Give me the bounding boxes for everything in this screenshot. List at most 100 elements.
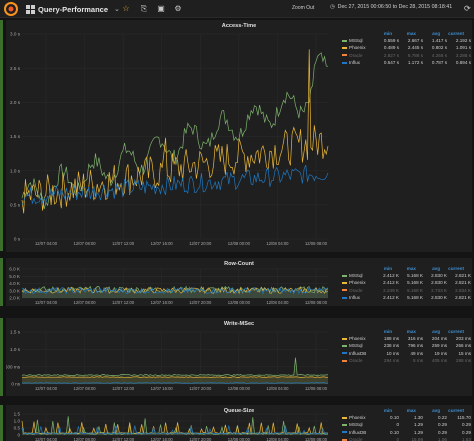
legend-header-cell[interactable]: current [448, 31, 464, 36]
legend-row[interactable]: Phoenix 2.412 K 5.168 K 2.830 K 2.821 K [342, 279, 471, 286]
legend-row[interactable]: MSSql 2.412 K 5.168 K 2.830 K 2.821 K [342, 272, 471, 279]
gear-icon[interactable]: ⚙ [174, 4, 182, 13]
grafana-logo-icon[interactable] [2, 1, 20, 17]
series-color-swatch[interactable] [342, 296, 347, 299]
series-name[interactable]: Oracle [349, 358, 363, 364]
legend-value: 2.821 K [455, 273, 471, 279]
legend-header-cell[interactable]: min [383, 329, 392, 334]
legend-value: 5.168 K [407, 273, 423, 279]
panel-row-count: Row-Count 6.0 K 5.0 K 4.0 K 3.0 K 2.0 K 12/07… [6, 258, 472, 306]
series-color-swatch[interactable] [342, 423, 347, 426]
legend-value: 2.412 K [383, 280, 399, 286]
series-name[interactable]: MSSql [349, 343, 363, 349]
series-name[interactable]: InfluxDB [349, 350, 367, 356]
series-color-swatch[interactable] [342, 352, 347, 355]
legend-header-cell[interactable]: max [406, 408, 416, 413]
series-color-swatch[interactable] [342, 61, 347, 64]
legend-header-cell[interactable]: avg [432, 266, 440, 271]
legend-header-cell[interactable]: min [383, 408, 392, 413]
refresh-icon[interactable]: ⟳ [464, 4, 471, 13]
save-icon[interactable]: ▣ [157, 4, 165, 13]
legend-header: min max avg current [342, 407, 471, 414]
series-name[interactable]: MSSql [349, 38, 363, 44]
legend-row[interactable]: MSSql 0 1.29 0.29 0.29 [342, 421, 471, 428]
legend-row[interactable]: Influx 2.412 K 5.168 K 2.830 K 2.821 K [342, 294, 471, 301]
series-color-swatch[interactable] [342, 344, 347, 347]
star-icon[interactable]: ☆ [122, 4, 130, 13]
row-collapse-handle[interactable] [0, 405, 3, 441]
x-tick-label: 12/08 08:00 [305, 300, 328, 305]
series-name[interactable]: Phoenix [349, 45, 366, 51]
legend-row[interactable]: MSSql 238 ms 796 ms 259 ms 266 ms [342, 342, 471, 349]
legend-header-cell[interactable]: max [406, 266, 416, 271]
series-name[interactable]: MSSql [349, 422, 363, 428]
legend-row[interactable]: Influx 0.547 s 1.172 s 0.787 s 0.894 s [342, 59, 471, 66]
legend-row[interactable]: Phoenix 0.10 1.30 0.22 115.70 [342, 414, 471, 421]
legend-header-cell[interactable]: min [383, 31, 392, 36]
legend-header-cell[interactable]: max [406, 31, 416, 36]
legend-header-cell[interactable]: current [448, 266, 464, 271]
legend-value: 2.445 s [407, 45, 423, 51]
legend-row[interactable]: Oracle 0 15.99 1.06 1.63 [342, 436, 471, 441]
x-tick-label: 12/07 16:00 [151, 241, 174, 246]
legend-header-cell[interactable]: avg [432, 408, 440, 413]
series-color-swatch[interactable] [342, 39, 347, 42]
legend-row[interactable]: Phoenix 0.489 s 2.445 s 0.802 s 1.091 s [342, 44, 471, 51]
series-name[interactable]: Influx [349, 295, 360, 301]
row-collapse-handle[interactable] [0, 318, 3, 396]
series-line [21, 382, 329, 384]
x-tick-label: 12/07 20:00 [189, 241, 212, 246]
y-tick-label: 1.0 [14, 419, 21, 424]
row-collapse-handle[interactable] [0, 20, 3, 251]
series-name[interactable]: Oracle [349, 287, 363, 293]
legend-header-cell[interactable]: current [448, 329, 464, 334]
legend-row[interactable]: InfluxDB 0.10 1.29 0.29 0.29 [342, 429, 471, 436]
x-tick-label: 12/07 08:00 [74, 437, 97, 441]
series-color-swatch[interactable] [342, 438, 347, 441]
series-name[interactable]: Phoenix [349, 280, 366, 286]
legend-value: 1.091 s [455, 45, 471, 51]
graph-write-msec[interactable]: 1.5 s 1.0 s 500 ms 0 ns 12/07 04:00 12/07 08:… [6, 318, 472, 396]
legend-value: 0.547 s [383, 60, 399, 66]
series-color-swatch[interactable] [342, 431, 347, 434]
series-color-swatch[interactable] [342, 416, 347, 419]
series-color-swatch[interactable] [342, 274, 347, 277]
series-color-swatch[interactable] [342, 337, 347, 340]
legend-row[interactable]: Phoenix 188 ms 316 ms 204 ms 203 ms [342, 335, 471, 342]
series-color-swatch[interactable] [342, 46, 347, 49]
graph-row-count[interactable]: 6.0 K 5.0 K 4.0 K 3.0 K 2.0 K 12/07 04:00 12/0… [6, 258, 472, 306]
series-color-swatch[interactable] [342, 359, 347, 362]
series-name[interactable]: Influx [349, 60, 360, 66]
series-name[interactable]: Oracle [349, 437, 363, 441]
time-picker[interactable]: ◷ Dec 27, 2015 00:06:50 to Dec 28, 2015 … [330, 4, 452, 10]
y-tick-label: 2.5 s [10, 66, 21, 71]
series-name[interactable]: InfluxDB [349, 429, 367, 435]
row-collapse-handle[interactable] [0, 258, 3, 306]
panel-title[interactable]: Access-Time [221, 23, 257, 29]
series-color-swatch[interactable] [342, 54, 347, 57]
dashboard-picker[interactable]: Query-Performance ⌄ [26, 3, 120, 15]
series-name[interactable]: Oracle [349, 52, 363, 58]
series-color-swatch[interactable] [342, 289, 347, 292]
panel-title[interactable]: Queue-Size [223, 408, 255, 414]
graph-access-time[interactable]: 3.0 s 2.5 s 2.0 s 1.5 s 1.0 s 0.5 s 0 s 12/07 0… [6, 20, 472, 252]
series-name[interactable]: MSSql [349, 273, 363, 279]
series-name[interactable]: Phoenix [349, 336, 366, 342]
series-color-swatch[interactable] [342, 281, 347, 284]
legend-row[interactable]: MSSql 0.559 s 2.667 s 1.417 s 2.192 s [342, 37, 471, 44]
legend-row[interactable]: Oracle 2.249 K 5.168 K 2.733 K 2.834 K [342, 287, 471, 294]
zoom-out-button[interactable]: Zoom Out [292, 5, 315, 11]
legend-row[interactable]: InfluxDB 10 ms 49 ms 19 ms 15 ms [342, 350, 471, 357]
legend-header-cell[interactable]: avg [432, 329, 440, 334]
legend-header-cell[interactable]: current [448, 408, 464, 413]
panel-title[interactable]: Write-MSec [223, 321, 255, 327]
panel-title[interactable]: Row-Count [224, 261, 254, 267]
legend-header-cell[interactable]: max [406, 329, 416, 334]
share-icon[interactable]: ⎘ [140, 4, 148, 13]
legend-row[interactable]: Oracle 2.827 s 6.788 s 4.256 s 3.288 s [342, 52, 471, 59]
series-name[interactable]: Phoenix [349, 415, 366, 421]
legend-header-cell[interactable]: min [383, 266, 392, 271]
legend-header-cell[interactable]: avg [432, 31, 440, 36]
legend-row[interactable]: Oracle 294 ms 8 ms 405 ms 288 ms [342, 357, 471, 364]
graph-queue-size[interactable]: 1.5 1.0 0.5 0 12/07 04:00 12/07 08:00 12/07 12… [6, 405, 472, 441]
